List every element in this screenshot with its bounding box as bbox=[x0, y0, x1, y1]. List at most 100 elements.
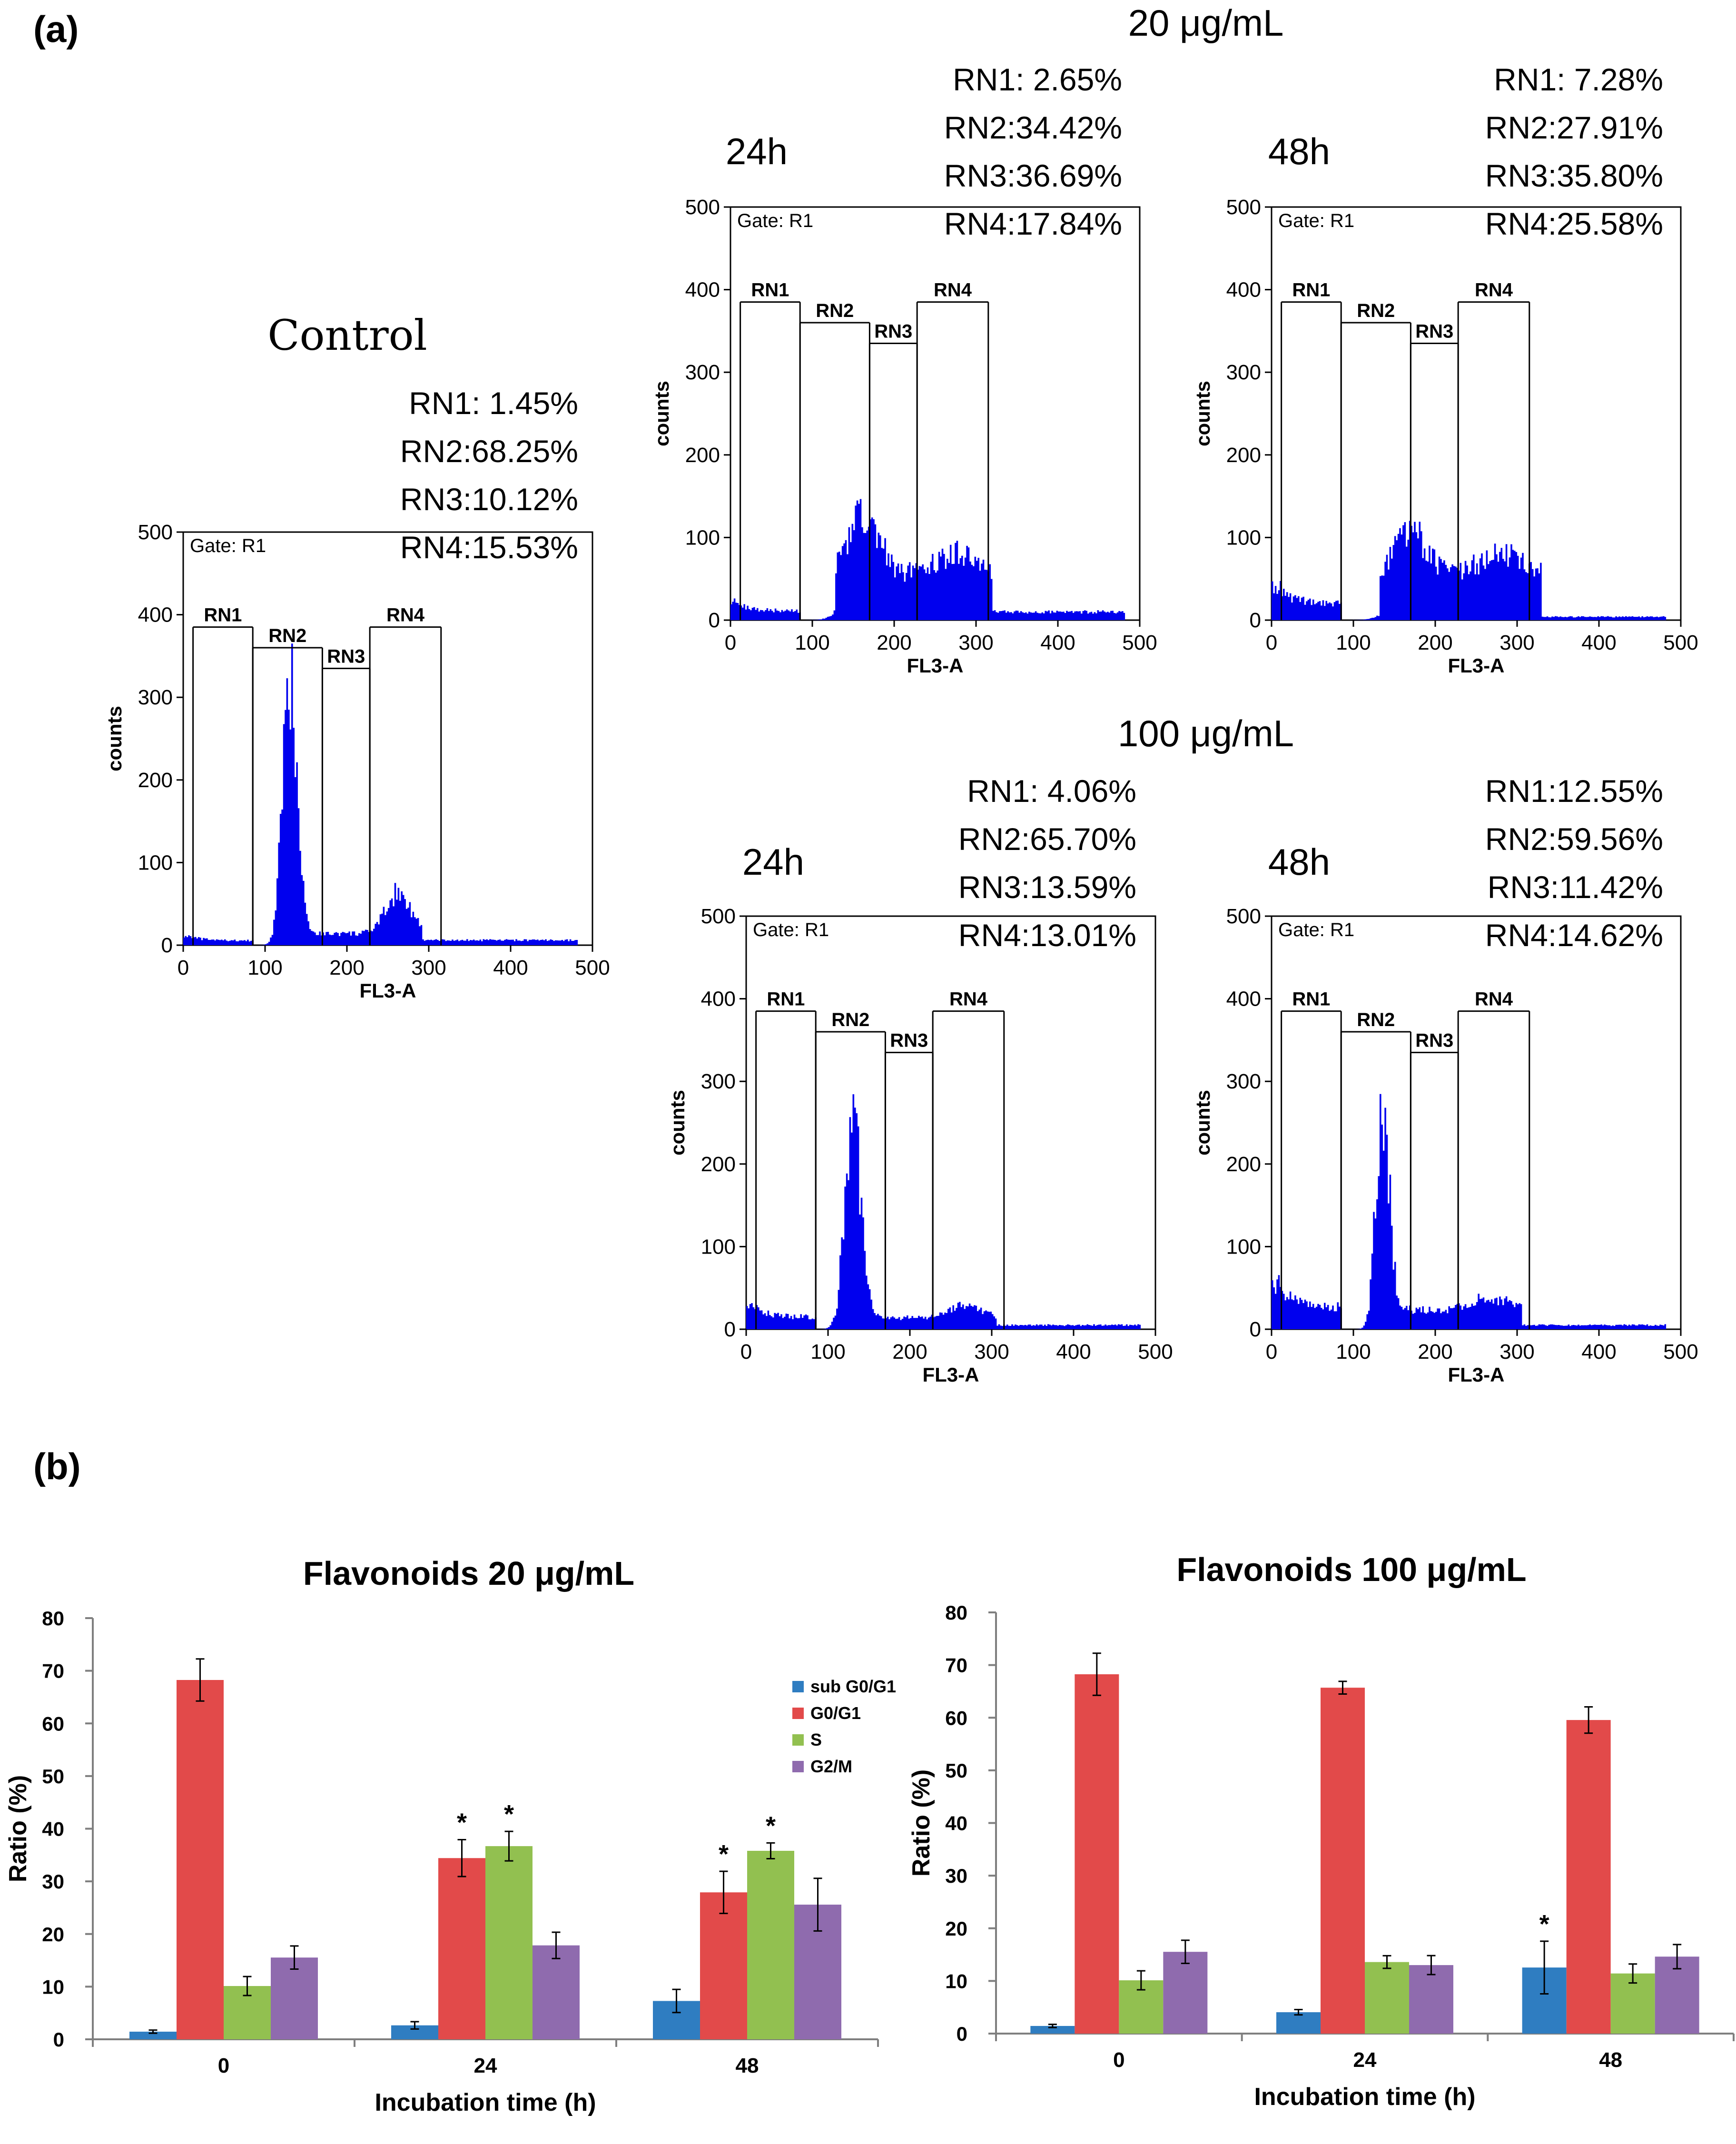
y-tick-label: 20 bbox=[945, 1917, 967, 1940]
panel-label-b: (b) bbox=[33, 1445, 81, 1487]
region-stat: RN1: 7.28% bbox=[1494, 62, 1663, 97]
x-tick-label: 48 bbox=[1599, 2048, 1622, 2072]
x-tick-label: 0 bbox=[725, 631, 736, 654]
region-label: RN4 bbox=[386, 605, 425, 626]
y-tick-label: 200 bbox=[685, 444, 720, 467]
x-tick-label: 0 bbox=[1113, 2048, 1124, 2072]
plot-frame bbox=[1271, 915, 1682, 1330]
histogram-bars bbox=[730, 499, 1125, 620]
y-axis-label: counts bbox=[1192, 381, 1214, 446]
histogram-title: 24h bbox=[726, 130, 788, 172]
region-stat: RN4:13.01% bbox=[958, 918, 1136, 953]
legend-swatch bbox=[792, 1708, 804, 1719]
plot-frame bbox=[730, 206, 1141, 621]
x-tick-label: 500 bbox=[1138, 1340, 1173, 1363]
y-tick-label: 60 bbox=[945, 1707, 967, 1729]
legend-swatch bbox=[792, 1761, 804, 1772]
bar bbox=[700, 1892, 747, 2039]
bar bbox=[1409, 1965, 1453, 2034]
y-tick-label: 400 bbox=[1226, 988, 1261, 1011]
y-tick-label: 30 bbox=[945, 1865, 967, 1887]
x-tick-label: 400 bbox=[1040, 631, 1075, 654]
x-tick-label: 200 bbox=[1418, 1340, 1452, 1363]
bar bbox=[1566, 1720, 1611, 2034]
region-label: RN2 bbox=[816, 300, 854, 321]
x-tick-label: 100 bbox=[795, 631, 829, 654]
x-tick-label: 200 bbox=[877, 631, 911, 654]
bar bbox=[485, 1846, 533, 2039]
bar bbox=[271, 1957, 318, 2039]
y-tick-label: 70 bbox=[945, 1654, 967, 1677]
legend-swatch bbox=[792, 1681, 804, 1692]
y-tick-label: 200 bbox=[1226, 1153, 1261, 1176]
y-tick-label: 0 bbox=[1250, 1318, 1261, 1341]
y-tick-label: 100 bbox=[1226, 526, 1261, 549]
x-tick-label: 500 bbox=[1663, 1340, 1698, 1363]
histogram-title: 48h bbox=[1268, 130, 1330, 172]
histogram-panels: Control RN1: 1.45% RN2:68.25% RN3:10.12% RN4… bbox=[103, 62, 1698, 1386]
gate-label: Gate: R1 bbox=[190, 535, 266, 556]
y-tick-label: 500 bbox=[701, 905, 736, 928]
region-stat: RN4:17.84% bbox=[944, 206, 1122, 241]
y-tick-label: 500 bbox=[138, 521, 173, 544]
region-stat: RN1: 1.45% bbox=[409, 385, 578, 421]
bar-chart-20: Flavonoids 20 μg/mL 0 10 20 30 40 50 60 70 80 0 24 *… bbox=[4, 1555, 896, 2116]
x-tick-label: 0 bbox=[178, 956, 189, 979]
region-stat: RN1:12.55% bbox=[1485, 773, 1663, 809]
y-tick-label: 400 bbox=[701, 988, 736, 1011]
region-stat: RN4:15.53% bbox=[400, 530, 578, 565]
bar bbox=[1030, 2025, 1075, 2034]
histogram-d20_48h: 48h RN1: 7.28% RN2:27.91% RN3:35.80% RN4:25.… bbox=[1192, 62, 1698, 677]
x-axis-label: FL3-A bbox=[1448, 1363, 1505, 1386]
x-tick-label: 300 bbox=[411, 956, 446, 979]
significance-marker: * bbox=[457, 1808, 467, 1837]
bar bbox=[1163, 1952, 1208, 2034]
legend-entry: G2/M bbox=[810, 1757, 852, 1776]
y-tick-label: 80 bbox=[945, 1601, 967, 1624]
region-label: RN2 bbox=[831, 1009, 869, 1030]
bar bbox=[1365, 1962, 1409, 2034]
histogram-d100_24h: 24h RN1: 4.06% RN2:65.70% RN3:13.59% RN4:13.… bbox=[666, 773, 1173, 1386]
region-label: RN1 bbox=[1292, 280, 1330, 301]
x-tick-label: 400 bbox=[1581, 631, 1616, 654]
bar bbox=[438, 1858, 485, 2039]
y-tick-label: 40 bbox=[945, 1812, 967, 1835]
y-tick-label: 0 bbox=[161, 934, 173, 957]
x-tick-label: 100 bbox=[810, 1340, 845, 1363]
significance-marker: * bbox=[719, 1840, 729, 1868]
histogram-title: Control bbox=[267, 311, 427, 360]
y-axis-label: counts bbox=[1192, 1090, 1214, 1156]
bar bbox=[1321, 1688, 1365, 2034]
region-label: RN1 bbox=[751, 280, 789, 301]
y-axis-label: Ratio (%) bbox=[4, 1775, 32, 1882]
x-tick-label: 500 bbox=[1122, 631, 1157, 654]
legend-swatch bbox=[792, 1734, 804, 1746]
y-tick-label: 70 bbox=[42, 1660, 64, 1682]
legend-entry: S bbox=[810, 1730, 822, 1749]
bar bbox=[533, 1945, 580, 2039]
bar bbox=[1276, 2012, 1321, 2034]
y-tick-label: 80 bbox=[42, 1607, 64, 1630]
x-axis-label: Incubation time (h) bbox=[375, 2089, 596, 2116]
region-label: RN4 bbox=[949, 989, 988, 1010]
gate-label: Gate: R1 bbox=[737, 210, 813, 231]
x-tick-label: 24 bbox=[1353, 2048, 1377, 2072]
histogram-bars bbox=[1271, 1094, 1667, 1329]
region-label: RN3 bbox=[327, 646, 365, 667]
gate-label: Gate: R1 bbox=[753, 919, 829, 940]
bar bbox=[177, 1680, 224, 2039]
y-tick-label: 40 bbox=[42, 1818, 64, 1840]
x-tick-label: 24 bbox=[474, 2054, 497, 2077]
histogram-bars bbox=[183, 643, 578, 945]
y-tick-label: 200 bbox=[138, 769, 173, 792]
bar-chart-100: Flavonoids 100 μg/mL 0 10 20 30 40 50 60 70 80 0 24… bbox=[907, 1551, 1735, 2111]
y-tick-label: 60 bbox=[42, 1712, 64, 1735]
y-axis-label: counts bbox=[103, 706, 126, 771]
y-tick-label: 50 bbox=[42, 1765, 64, 1788]
region-stat: RN4:25.58% bbox=[1485, 206, 1663, 241]
histogram-bars bbox=[746, 1094, 1141, 1329]
chart-title: Flavonoids 100 μg/mL bbox=[1176, 1551, 1526, 1588]
panel-label-a: (a) bbox=[33, 8, 79, 50]
region-label: RN2 bbox=[1357, 300, 1395, 321]
